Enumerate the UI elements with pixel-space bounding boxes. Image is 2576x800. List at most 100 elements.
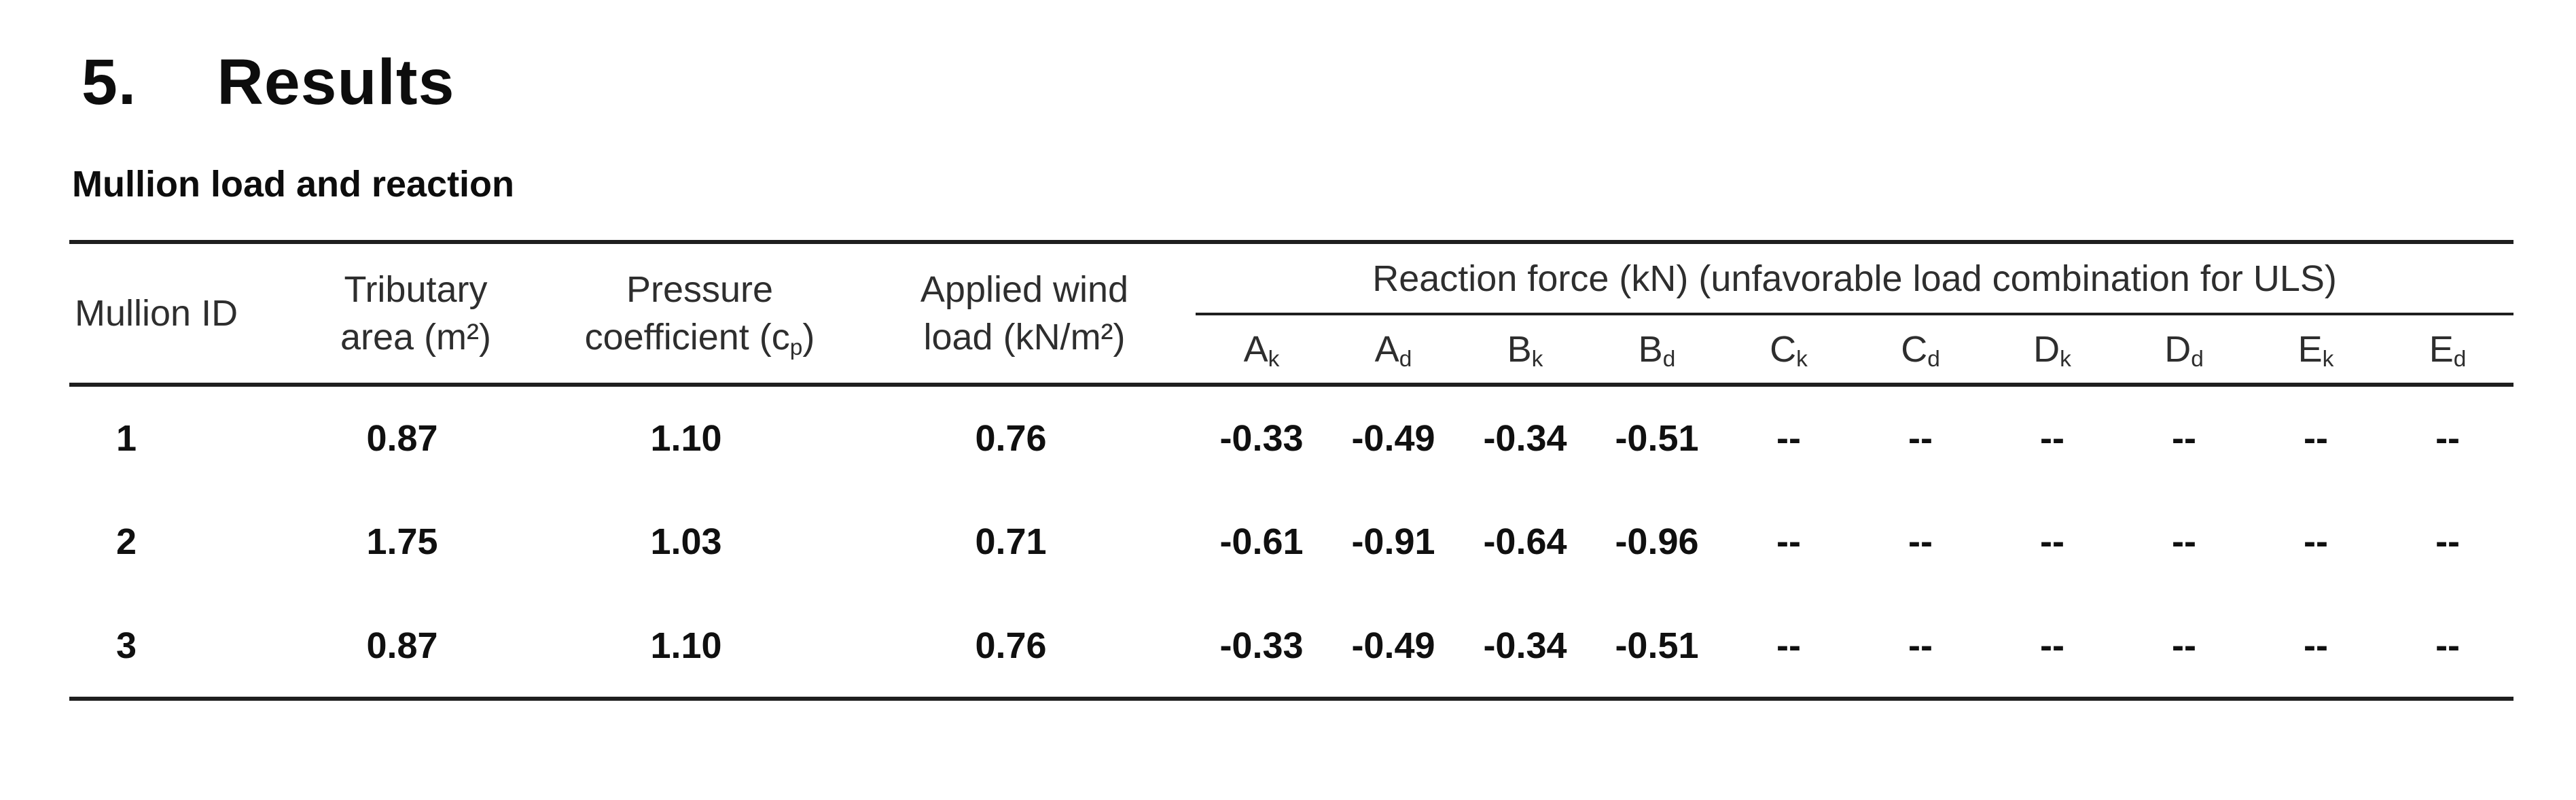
mullion-load-reaction-table: Mullion ID Tributary area (m²) Pressure co… xyxy=(69,240,2514,701)
cell-reaction-Dk: -- xyxy=(2040,521,2064,563)
section-number: 5. xyxy=(82,46,137,118)
reaction-group-label: Reaction force (kN) (unfavorable load co… xyxy=(1372,258,2337,299)
cell-reaction-Ek: -- xyxy=(2304,417,2328,459)
pressure-line2-pre: coefficient (c xyxy=(584,317,790,358)
reaction-col-sub: k xyxy=(1796,346,1808,372)
table-body: 1 0.87 1.10 0.76 -0.33 -0.49 -0.34 -0.51… xyxy=(69,385,2514,699)
reaction-col-base: E xyxy=(2297,328,2323,370)
cell-wind-load: 0.76 xyxy=(975,417,1047,459)
reaction-col-sub: d xyxy=(2191,346,2204,372)
reaction-col-sub: d xyxy=(1399,346,1412,372)
reaction-col-sub: d xyxy=(1662,346,1676,372)
section-heading: 5. Results xyxy=(82,46,2576,118)
col-header-reaction-force-group: Reaction force (kN) (unfavorable load co… xyxy=(1196,242,2514,316)
col-header-reaction-Cd: Cd xyxy=(1855,314,1986,385)
reaction-col-sub: k xyxy=(2322,346,2334,372)
cell-reaction-Ad: -0.49 xyxy=(1351,417,1435,459)
col-header-reaction-Bd: Bd xyxy=(1591,314,1723,385)
cell-mullion-id: 3 xyxy=(115,625,137,666)
pressure-line2: coefficient (cp) xyxy=(584,317,815,360)
col-header-tributary-area: Tributary area (m²) xyxy=(285,242,546,385)
reaction-col-sub: k xyxy=(1531,346,1543,372)
col-header-reaction-Dk: Dk xyxy=(1986,314,2118,385)
cell-reaction-Dk: -- xyxy=(2040,417,2064,459)
table-header-row-1: Mullion ID Tributary area (m²) Pressure co… xyxy=(69,242,2514,360)
reaction-col-base: B xyxy=(1638,328,1663,370)
reaction-col-sub: k xyxy=(1268,346,1280,372)
cell-reaction-Ck: -- xyxy=(1776,417,1801,459)
table-row-mullion-2: 2 1.75 1.03 0.71 -0.61 -0.91 -0.64 -0.96… xyxy=(69,489,2514,594)
cell-reaction-Ak: -0.33 xyxy=(1219,417,1304,459)
col-header-reaction-Bk: Bk xyxy=(1459,314,1591,385)
cell-reaction-Cd: -- xyxy=(1908,521,1933,563)
reaction-col-base: A xyxy=(1243,328,1268,370)
cell-tributary-area: 0.87 xyxy=(366,625,438,666)
cell-reaction-Ck: -- xyxy=(1776,521,1801,563)
cell-tributary-area: 1.75 xyxy=(366,521,438,563)
cell-reaction-Dd: -- xyxy=(2172,521,2196,563)
cell-reaction-Ed: -- xyxy=(2435,625,2461,666)
cell-reaction-Ck: -- xyxy=(1776,625,1801,666)
table-header: Mullion ID Tributary area (m²) Pressure co… xyxy=(69,242,2514,385)
reaction-col-base: B xyxy=(1507,328,1532,370)
cell-reaction-Ed: -- xyxy=(2435,521,2461,563)
col-header-reaction-Ak: Ak xyxy=(1196,314,1327,385)
reaction-col-base: E xyxy=(2429,328,2454,370)
cell-pressure-coefficient: 1.10 xyxy=(650,417,722,459)
pressure-line2-post: ) xyxy=(802,317,815,358)
reaction-col-base: C xyxy=(1770,328,1797,370)
col-header-reaction-Ed: Ed xyxy=(2382,314,2514,385)
cell-reaction-Bd: -0.51 xyxy=(1615,625,1699,666)
col-header-pressure-coefficient: Pressure coefficient (cp) xyxy=(546,242,853,385)
cell-pressure-coefficient: 1.03 xyxy=(650,521,722,563)
section-title: Results xyxy=(217,46,455,118)
cell-reaction-Ak: -0.61 xyxy=(1219,521,1304,563)
col-header-mullion-id: Mullion ID xyxy=(69,242,285,385)
cell-reaction-Bd: -0.51 xyxy=(1615,417,1699,459)
cell-reaction-Cd: -- xyxy=(1908,625,1933,666)
table-row-mullion-3: 3 0.87 1.10 0.76 -0.33 -0.49 -0.34 -0.51… xyxy=(69,594,2514,699)
reaction-col-sub: k xyxy=(2060,346,2071,372)
cell-mullion-id: 2 xyxy=(115,521,137,563)
pressure-line1: Pressure xyxy=(626,268,774,310)
reaction-col-sub: d xyxy=(1927,346,1940,372)
wind-line2: load (kN/m²) xyxy=(923,317,1126,358)
cell-reaction-Dd: -- xyxy=(2172,625,2196,666)
cell-mullion-id: 1 xyxy=(115,417,137,459)
reaction-col-base: A xyxy=(1374,328,1399,370)
cell-reaction-Ek: -- xyxy=(2304,625,2328,666)
wind-line1: Applied wind xyxy=(920,268,1129,310)
cell-reaction-Bk: -0.34 xyxy=(1483,625,1567,666)
reaction-col-base: C xyxy=(1901,328,1928,370)
cell-reaction-Dd: -- xyxy=(2172,417,2196,459)
cell-wind-load: 0.71 xyxy=(975,521,1047,563)
col-header-reaction-Ek: Ek xyxy=(2250,314,2382,385)
col-header-reaction-Dd: Dd xyxy=(2118,314,2250,385)
tributary-line1: Tributary xyxy=(344,268,488,310)
cell-reaction-Ad: -0.91 xyxy=(1351,521,1435,563)
table-row-mullion-1: 1 0.87 1.10 0.76 -0.33 -0.49 -0.34 -0.51… xyxy=(69,385,2514,489)
col-header-reaction-Ck: Ck xyxy=(1723,314,1855,385)
reaction-col-base: D xyxy=(2033,328,2060,370)
col-header-mullion-id-label: Mullion ID xyxy=(75,293,238,334)
table-header-row-2: Ak Ad Bk Bd Ck Cd Dk Dd Ek Ed xyxy=(69,314,2514,385)
cell-reaction-Bk: -0.34 xyxy=(1483,417,1567,459)
cell-reaction-Ed: -- xyxy=(2435,417,2461,459)
cell-reaction-Ek: -- xyxy=(2304,521,2328,563)
cell-tributary-area: 0.87 xyxy=(366,417,438,459)
reaction-col-base: D xyxy=(2164,328,2192,370)
cell-reaction-Ad: -0.49 xyxy=(1351,625,1435,666)
reaction-col-sub: d xyxy=(2453,346,2467,372)
col-header-reaction-Ad: Ad xyxy=(1327,314,1459,385)
cell-reaction-Cd: -- xyxy=(1908,417,1933,459)
table-subtitle: Mullion load and reaction xyxy=(72,163,515,205)
cell-reaction-Bd: -0.96 xyxy=(1615,521,1699,563)
cell-pressure-coefficient: 1.10 xyxy=(650,625,722,666)
col-header-applied-wind-load: Applied wind load (kN/m²) xyxy=(853,242,1196,385)
cell-wind-load: 0.76 xyxy=(975,625,1047,666)
cell-reaction-Dk: -- xyxy=(2040,625,2064,666)
pressure-line2-sub: p xyxy=(789,334,803,360)
cell-reaction-Bk: -0.64 xyxy=(1483,521,1567,563)
cell-reaction-Ak: -0.33 xyxy=(1219,625,1304,666)
